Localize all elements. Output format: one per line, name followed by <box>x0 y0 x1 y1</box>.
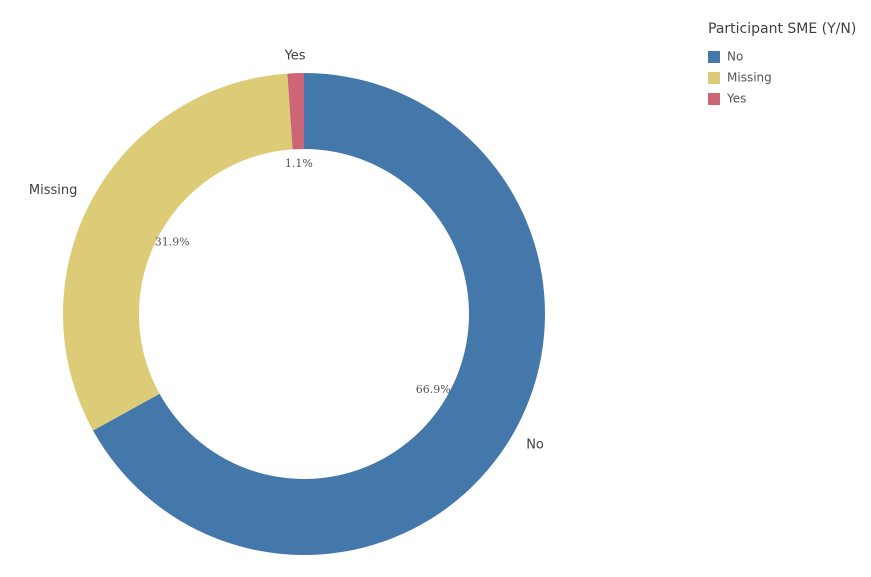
legend-label: Yes <box>726 92 746 106</box>
value-label: 31.9% <box>155 235 190 248</box>
legend-swatch <box>708 51 720 63</box>
category-label: Yes <box>284 49 306 64</box>
legend-swatch <box>708 72 720 84</box>
value-label: 1.1% <box>285 157 313 170</box>
donut-slice <box>62 73 293 431</box>
legend-label: No <box>727 50 743 64</box>
donut-slice <box>287 73 304 150</box>
legend-label: Missing <box>727 71 772 85</box>
value-label: 66.9% <box>416 383 451 396</box>
legend-title: Participant SME (Y/N) <box>708 21 856 37</box>
category-label: No <box>526 438 544 453</box>
category-label: Missing <box>29 183 77 198</box>
donut-slice <box>93 73 545 555</box>
legend-swatch <box>708 93 720 105</box>
